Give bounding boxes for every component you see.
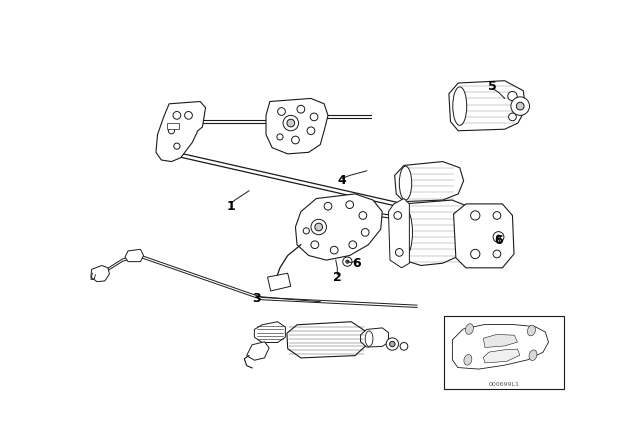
Circle shape xyxy=(400,343,408,350)
Text: 3: 3 xyxy=(252,292,261,305)
Circle shape xyxy=(343,257,352,266)
Circle shape xyxy=(362,228,369,236)
Circle shape xyxy=(396,249,403,256)
Polygon shape xyxy=(392,200,476,266)
Circle shape xyxy=(292,136,300,144)
Text: 6: 6 xyxy=(353,257,361,270)
Polygon shape xyxy=(125,250,143,262)
Circle shape xyxy=(307,127,315,134)
Circle shape xyxy=(359,211,367,220)
Text: 1: 1 xyxy=(227,200,236,213)
Polygon shape xyxy=(91,266,109,282)
Text: 5: 5 xyxy=(488,80,497,93)
Polygon shape xyxy=(483,334,518,348)
Circle shape xyxy=(516,102,524,110)
Circle shape xyxy=(508,91,517,101)
Polygon shape xyxy=(246,342,269,360)
Circle shape xyxy=(303,228,309,234)
Circle shape xyxy=(297,105,305,113)
Circle shape xyxy=(386,338,399,350)
Ellipse shape xyxy=(399,166,412,200)
Polygon shape xyxy=(268,273,291,291)
Polygon shape xyxy=(296,194,382,260)
Circle shape xyxy=(493,250,501,258)
Text: 000699L1: 000699L1 xyxy=(489,382,520,387)
Polygon shape xyxy=(395,162,463,202)
Polygon shape xyxy=(254,322,285,343)
Circle shape xyxy=(168,128,175,134)
Circle shape xyxy=(277,134,283,140)
Circle shape xyxy=(509,113,516,121)
Circle shape xyxy=(346,201,353,208)
Circle shape xyxy=(287,119,294,127)
Circle shape xyxy=(346,260,349,263)
Circle shape xyxy=(349,241,356,249)
Circle shape xyxy=(311,241,319,249)
Circle shape xyxy=(173,112,180,119)
Text: 6: 6 xyxy=(494,233,503,246)
Ellipse shape xyxy=(527,325,536,336)
Polygon shape xyxy=(167,123,179,129)
Circle shape xyxy=(184,112,193,119)
Ellipse shape xyxy=(529,350,537,361)
Ellipse shape xyxy=(452,87,467,125)
Polygon shape xyxy=(452,324,548,369)
Polygon shape xyxy=(156,102,205,162)
Ellipse shape xyxy=(465,324,474,334)
Text: 4: 4 xyxy=(337,174,346,187)
Ellipse shape xyxy=(365,331,373,346)
Ellipse shape xyxy=(399,209,412,255)
Ellipse shape xyxy=(464,354,472,365)
Polygon shape xyxy=(454,204,514,268)
Circle shape xyxy=(278,108,285,116)
Circle shape xyxy=(315,223,323,231)
Circle shape xyxy=(493,232,504,242)
Polygon shape xyxy=(388,198,410,268)
Polygon shape xyxy=(287,322,367,358)
Polygon shape xyxy=(266,99,328,154)
Circle shape xyxy=(470,250,480,258)
Circle shape xyxy=(390,341,395,347)
Circle shape xyxy=(511,97,529,116)
Circle shape xyxy=(174,143,180,149)
Polygon shape xyxy=(360,328,388,347)
Polygon shape xyxy=(483,349,520,363)
Circle shape xyxy=(497,235,500,239)
Circle shape xyxy=(330,246,338,254)
Circle shape xyxy=(470,211,480,220)
Circle shape xyxy=(324,202,332,210)
Circle shape xyxy=(493,211,501,220)
Bar xyxy=(444,315,564,389)
Polygon shape xyxy=(449,81,525,131)
Circle shape xyxy=(394,211,402,220)
Circle shape xyxy=(311,220,326,235)
Text: 2: 2 xyxy=(333,271,342,284)
Circle shape xyxy=(310,113,318,121)
Circle shape xyxy=(283,116,298,131)
